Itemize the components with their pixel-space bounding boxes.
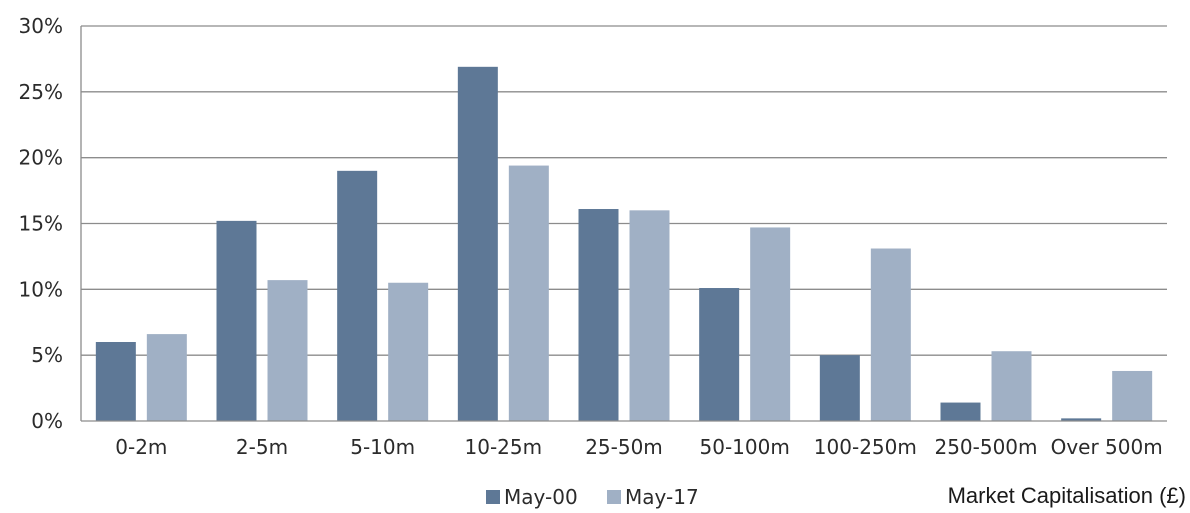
legend-swatch (486, 490, 500, 504)
bar-may-17-100-250m (870, 248, 911, 421)
bar-may-00-100-250m (819, 355, 860, 421)
bar-may-00-5-10m (337, 170, 378, 421)
bar-may-17-2-5m (267, 280, 308, 421)
x-tick-label: Over 500m (1051, 435, 1163, 459)
bar-may-00-over-500m (1061, 418, 1102, 421)
y-tick-label: 15% (19, 212, 63, 236)
y-tick-labels: 0% 5% 10% 15% 20% 25% 30% (19, 14, 63, 433)
legend-label: May-00 (504, 485, 578, 509)
x-tick-label: 25-50m (585, 435, 663, 459)
x-tick-labels: 0-2m 2-5m 5-10m 10-25m 25-50m 50-100m 100-250m… (115, 435, 1162, 459)
y-tick-label: 5% (31, 343, 63, 367)
bar-may-17-over-500m (1112, 370, 1153, 421)
y-tick-label: 10% (19, 277, 63, 301)
x-tick-label: 5-10m (350, 435, 415, 459)
x-tick-label: 100-250m (814, 435, 917, 459)
x-axis-title: Market Capitalisation (£) (948, 483, 1186, 508)
bars-layer (95, 66, 1153, 422)
y-tick-label: 30% (19, 14, 63, 38)
bar-may-00-25-50m (578, 209, 619, 421)
legend-swatch (607, 490, 621, 504)
bar-may-00-2-5m (216, 220, 257, 421)
x-tick-label: 2-5m (236, 435, 288, 459)
axis-layer (80, 26, 1167, 422)
bar-may-17-50-100m (750, 227, 791, 421)
bar-may-17-0-2m (146, 334, 187, 421)
y-tick-label: 0% (31, 409, 63, 433)
bar-may-17-5-10m (388, 282, 429, 421)
x-tick-label: 250-500m (934, 435, 1037, 459)
y-tick-label: 25% (19, 80, 63, 104)
x-tick-label: 50-100m (700, 435, 790, 459)
bar-may-17-10-25m (508, 165, 549, 421)
grid-layer (81, 25, 1167, 356)
x-tick-label: 0-2m (115, 435, 167, 459)
y-tick-label: 20% (19, 146, 63, 170)
legend: May-00 May-17 (486, 485, 699, 509)
bar-may-00-250-500m (940, 402, 981, 421)
x-tick-label: 10-25m (465, 435, 543, 459)
legend-label: May-17 (625, 485, 699, 509)
bar-may-00-50-100m (699, 288, 740, 421)
bar-may-00-10-25m (457, 66, 498, 422)
bar-may-17-25-50m (629, 210, 670, 421)
bar-may-17-250-500m (991, 351, 1032, 421)
bar-may-00-0-2m (95, 342, 136, 421)
